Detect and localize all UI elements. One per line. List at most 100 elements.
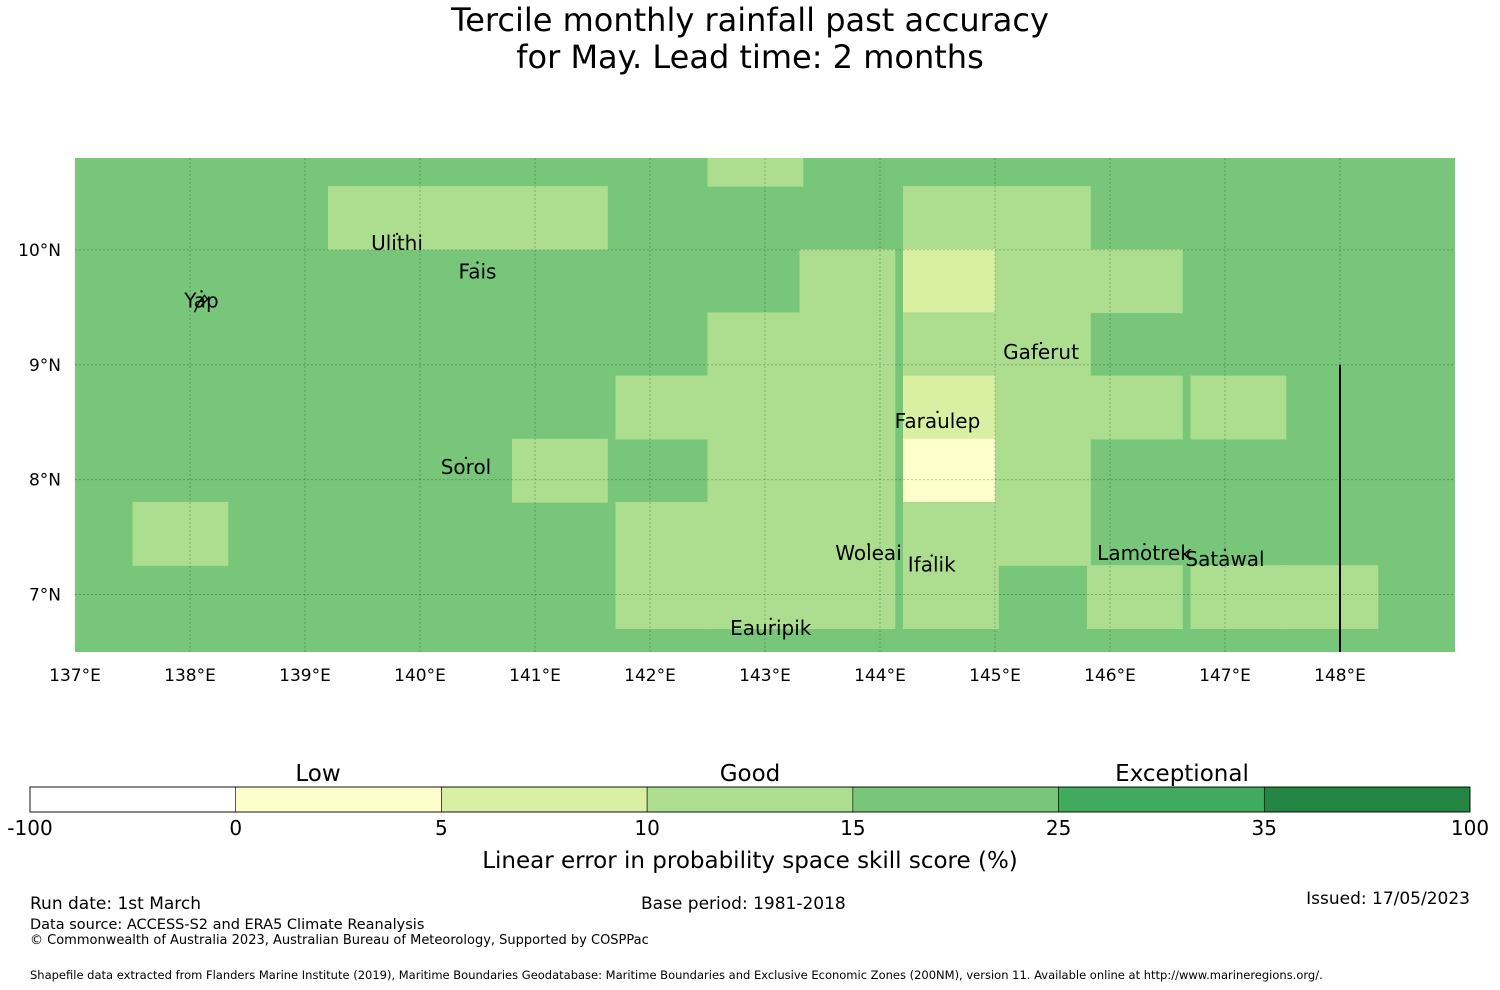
skill-cell	[1087, 249, 1183, 314]
colorbar-outline	[29, 786, 1471, 813]
longitude-tick-label: 140°E	[394, 666, 446, 686]
skill-cell	[420, 186, 516, 250]
skill-cell	[799, 375, 896, 440]
copyright: © Commonwealth of Australia 2023, Austra…	[30, 933, 649, 948]
skill-cell	[512, 438, 608, 503]
longitude-tick-label: 145°E	[969, 666, 1021, 686]
island-label: Gaferut	[1003, 340, 1079, 364]
colorbar-tick-label: 0	[229, 816, 242, 840]
skill-cell	[707, 158, 804, 187]
island-label: Ifalik	[908, 553, 956, 577]
island-marker	[936, 410, 939, 414]
longitude-tick-label: 138°E	[164, 666, 216, 686]
colorbar-tick-label: -100	[7, 816, 52, 840]
skill-cell	[707, 375, 804, 440]
longitude-tick-label: 147°E	[1199, 666, 1251, 686]
colorbar-segment	[29, 786, 237, 813]
island-label: Sorol	[441, 455, 492, 479]
latitude-tick-label: 8°N	[29, 471, 61, 491]
skill-cell	[903, 186, 999, 250]
skill-cell	[903, 249, 999, 314]
skill-cell	[1190, 565, 1287, 630]
island-label: Fais	[459, 260, 497, 284]
island-marker	[200, 290, 203, 293]
longitude-tick-label: 142°E	[624, 666, 676, 686]
longitude-tick-label: 146°E	[1084, 666, 1136, 686]
island-marker	[464, 456, 468, 460]
island-marker	[867, 542, 870, 546]
island-marker	[769, 617, 772, 620]
base-period: Base period: 1981-2018	[641, 894, 846, 914]
skill-cell	[799, 249, 896, 314]
colorbar-segment	[441, 786, 648, 813]
skill-cell	[799, 565, 896, 630]
skill-cell	[903, 565, 999, 630]
skill-cell	[132, 501, 229, 566]
island-label: Woleai	[835, 541, 902, 565]
skill-cell	[995, 438, 1091, 503]
island-marker	[1143, 542, 1146, 546]
skill-map: 137°E 138°E 139°E 140°E 141°E 142°E 143°E 144°E…	[18, 158, 1455, 686]
skill-cell	[995, 186, 1091, 250]
longitude-tick-label: 143°E	[739, 666, 791, 686]
longitude-tick-label: 141°E	[509, 666, 561, 686]
skill-cell	[615, 501, 712, 566]
colorbar-segment	[1058, 786, 1265, 813]
colorbar-segment	[1263, 786, 1471, 813]
skill-cell	[799, 501, 896, 566]
island-label: Ulithi	[371, 231, 423, 255]
skill-cell	[328, 186, 424, 250]
skill-cell	[995, 501, 1091, 566]
skill-cell	[707, 501, 804, 566]
island-label: Satawal	[1185, 547, 1264, 571]
colorbar-segment	[852, 786, 1059, 813]
island-label: Faraulep	[895, 409, 981, 433]
colorbar-tick-label: 10	[634, 816, 659, 840]
skill-cell	[512, 186, 608, 250]
skill-cell	[903, 312, 999, 377]
data-source: Data source: ACCESS-S2 and ERA5 Climate …	[30, 917, 425, 933]
island-marker	[395, 232, 399, 236]
skill-cell	[995, 249, 1091, 314]
longitude-tick-label: 137°E	[49, 666, 101, 686]
skill-cell	[903, 438, 999, 503]
chart-title-line1: Tercile monthly rainfall past accuracy	[451, 1, 1049, 39]
skill-cell	[1087, 375, 1183, 440]
colorbar-tick-label: 15	[840, 816, 865, 840]
longitude-tick-label: 144°E	[854, 666, 906, 686]
skill-cell	[1282, 565, 1379, 630]
colorbar-axis-label: Linear error in probability space skill …	[482, 848, 1018, 874]
skill-cell	[707, 438, 804, 503]
island-label: Lamotrek	[1097, 541, 1192, 565]
shapefile-credit: Shapefile data extracted from Flanders M…	[30, 968, 1323, 982]
yap-island-shape	[193, 294, 209, 313]
skill-category-label: Low	[295, 761, 340, 787]
skill-cell	[1190, 375, 1287, 440]
colorbar-segment	[235, 786, 442, 813]
skill-cell	[707, 312, 804, 377]
longitude-tick-label: 148°E	[1314, 666, 1366, 686]
latitude-tick-label: 9°N	[29, 356, 61, 376]
run-date: Run date: 1st March	[30, 894, 202, 914]
issued-date: Issued: 17/05/2023	[1306, 889, 1470, 909]
skill-cell	[903, 501, 999, 566]
skill-category-label: Exceptional	[1115, 761, 1249, 787]
colorbar-tick-label: 35	[1252, 816, 1277, 840]
skill-cell	[799, 438, 896, 503]
colorbar-tick-label: 100	[1451, 816, 1489, 840]
latitude-tick-label: 10°N	[18, 241, 61, 261]
colorbar-tick-label: 5	[435, 816, 448, 840]
latitude-tick-label: 7°N	[29, 586, 61, 606]
colorbar-segment	[646, 786, 854, 813]
chart-title: Tercile monthly rainfall past accuracy f…	[0, 2, 1500, 76]
island-label: Eauripik	[730, 616, 812, 640]
island-marker	[476, 261, 479, 264]
skill-legend: -100 0 5 10 15 25 35 100 Low Good Exceptional Linea…	[7, 761, 1489, 874]
skill-cell	[995, 375, 1091, 440]
skill-cell	[707, 565, 804, 630]
colorbar-tick-label: 25	[1046, 816, 1071, 840]
island-marker	[1223, 548, 1227, 552]
skill-cell	[615, 375, 712, 440]
skill-cell	[903, 375, 999, 440]
skill-cell	[1087, 565, 1183, 630]
